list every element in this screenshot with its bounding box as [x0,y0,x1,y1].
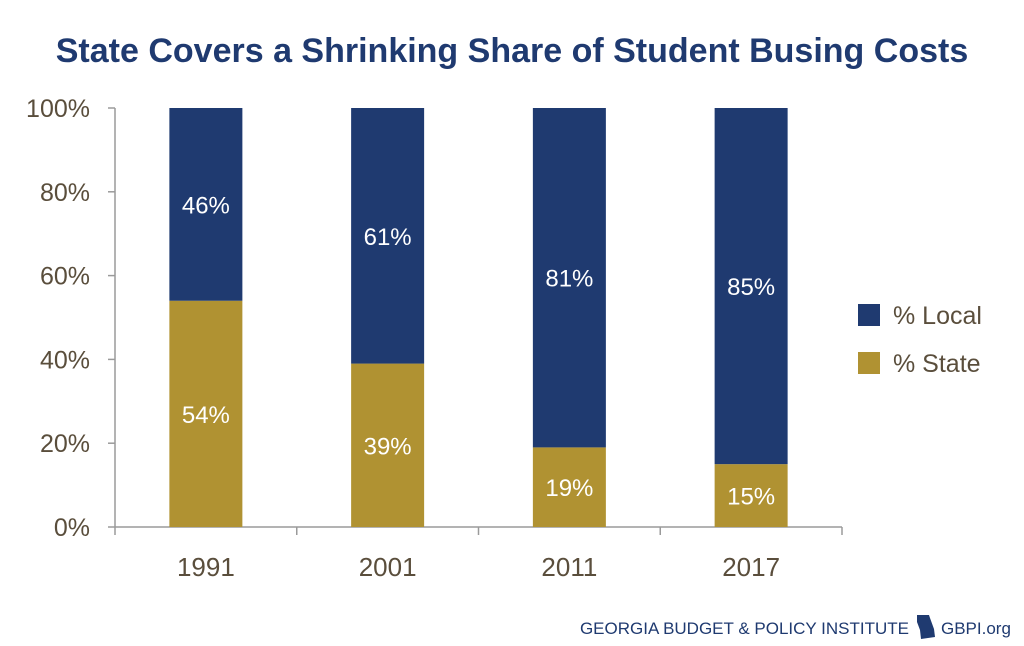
bar-local [351,108,425,364]
y-tick-label: 40% [40,346,90,374]
x-tick-label: 2011 [541,552,597,582]
legend-swatch-state [858,352,880,374]
chart-title: State Covers a Shrinking Share of Studen… [56,32,969,70]
legend-swatch-local [858,304,880,326]
y-axis: 0% 20% 40% 60% 80% 100% [26,95,116,542]
data-label-state: 39% [364,433,412,460]
y-tick-label: 20% [40,430,90,458]
bar-local [714,108,788,465]
x-tick-label: 2001 [359,552,417,582]
x-tick-label: 1991 [177,552,235,582]
data-label-local: 85% [727,274,775,301]
bar-local [169,108,243,301]
y-tick-label: 0% [54,514,90,542]
legend-label-local: % Local [893,302,982,330]
bars: 54% 46% 39% 61% 19% 81% 15% 85% [169,108,788,527]
y-tick-label: 80% [40,179,90,207]
footer: GEORGIA BUDGET & POLICY INSTITUTE GBPI.o… [580,615,1011,639]
bar-state [714,464,788,527]
legend-label-state: % State [893,350,981,378]
y-tick-label: 60% [40,263,90,291]
bar-local [532,108,606,448]
y-tick-label: 100% [26,95,90,123]
footer-org-name: GEORGIA BUDGET & POLICY INSTITUTE [580,619,909,638]
data-label-state: 19% [545,475,593,502]
data-label-state: 15% [727,484,775,511]
bar-state [351,363,425,527]
bar-state [532,447,606,527]
data-label-state: 54% [182,402,230,429]
footer-url: GBPI.org [941,619,1011,638]
legend: % Local % State [858,302,982,378]
data-label-local: 61% [364,224,412,251]
data-label-local: 46% [182,192,230,219]
x-tick-label: 2017 [722,552,780,582]
data-label-local: 81% [545,266,593,293]
georgia-state-shape-icon [917,615,935,639]
bar-state [169,300,243,527]
x-axis: 1991 2001 2011 2017 [114,526,843,582]
